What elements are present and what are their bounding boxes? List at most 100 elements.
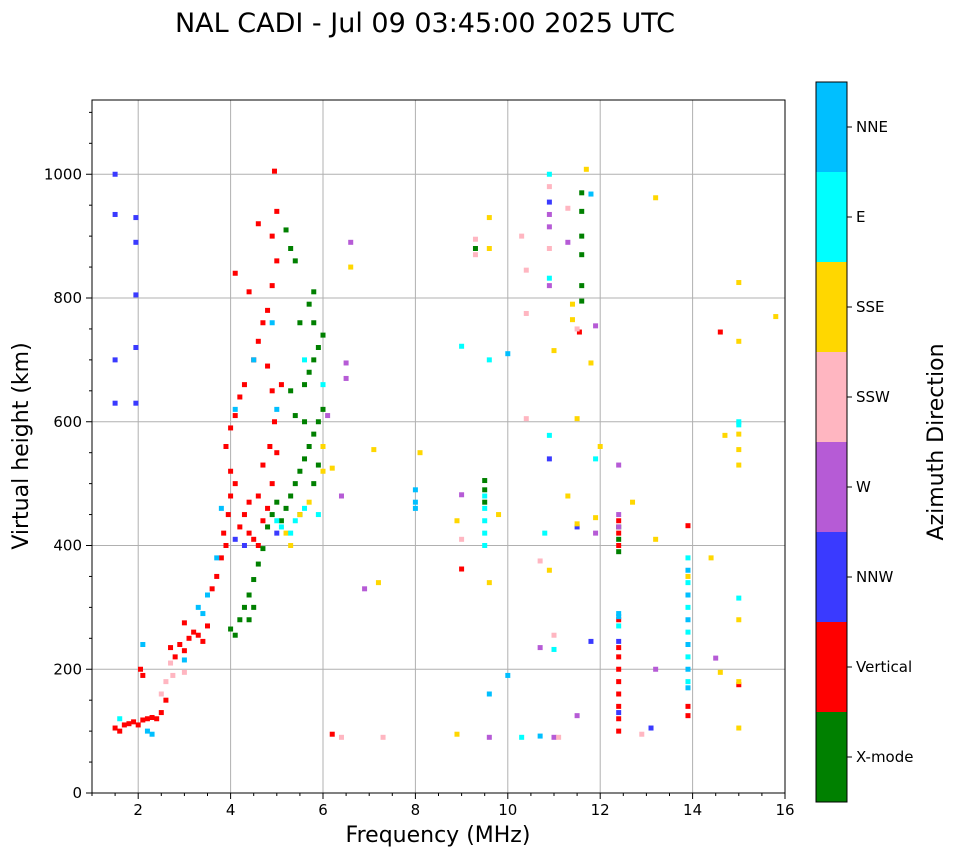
data-point-x-mode [315, 419, 321, 425]
data-point-vertical [117, 728, 123, 734]
data-point-vertical [278, 382, 284, 388]
data-point-w [362, 586, 368, 592]
data-point-nne [685, 666, 691, 672]
y-axis-label: Virtual height (km) [9, 342, 34, 549]
data-point-vertical [265, 505, 271, 511]
data-point-e [288, 530, 294, 536]
data-point-vertical [228, 493, 234, 499]
data-point-nne [685, 642, 691, 647]
data-point-nne [486, 691, 492, 697]
colorbar-label-item: X-mode [856, 748, 913, 766]
data-point-vertical [168, 645, 174, 651]
data-point-vertical [135, 722, 141, 728]
data-point-vertical [616, 666, 622, 672]
data-point-vertical [251, 536, 257, 542]
data-point-ssw [338, 734, 344, 740]
data-point-vertical [271, 168, 277, 174]
data-point-nne [144, 728, 150, 734]
data-point-vertical [241, 382, 247, 388]
data-point-e [685, 654, 691, 660]
data-point-sse [306, 499, 312, 505]
data-point-ssw [565, 205, 571, 211]
data-point-e [320, 382, 326, 388]
y-tick-label: 200 [53, 660, 82, 678]
data-point-ssw [163, 679, 169, 685]
data-point-vertical [158, 710, 164, 716]
data-point-sse [569, 317, 575, 323]
data-point-e [685, 580, 691, 586]
data-point-vertical [269, 283, 275, 289]
data-point-nne [140, 642, 146, 647]
data-point-nnw [232, 536, 238, 542]
data-point-vertical [221, 530, 227, 536]
data-point-sse [574, 521, 580, 527]
data-point-vertical [232, 413, 238, 419]
data-point-e [274, 518, 280, 524]
data-point-vertical [163, 697, 169, 703]
data-point-ssw [158, 691, 164, 697]
data-point-x-mode [255, 561, 261, 567]
data-point-ssw [639, 731, 645, 737]
data-point-nnw [133, 400, 139, 406]
data-point-nne [685, 685, 691, 691]
data-point-w [713, 655, 719, 661]
data-point-vertical [616, 728, 622, 734]
data-point-e [315, 512, 321, 518]
data-point-nnw [133, 239, 139, 245]
data-point-sse [565, 493, 571, 499]
data-point-vertical [181, 648, 187, 654]
data-point-x-mode [306, 301, 312, 307]
data-point-e [278, 524, 284, 530]
colorbar-label-item: Vertical [856, 658, 912, 676]
data-point-nnw [574, 524, 580, 530]
data-point-e [302, 357, 308, 363]
data-point-vertical [616, 543, 622, 548]
colorbar-segment [816, 622, 847, 712]
data-point-vertical [241, 512, 247, 518]
colorbar-segment [816, 172, 847, 262]
colorbar-label-item: SSW [856, 388, 890, 406]
data-point-nne [214, 555, 220, 561]
data-point-w [546, 224, 552, 230]
data-point-e [482, 518, 488, 524]
colorbar-label-item: W [856, 478, 871, 496]
data-point-nne [412, 505, 418, 511]
data-point-x-mode [311, 320, 317, 326]
data-point-x-mode [579, 233, 585, 239]
data-point-x-mode [246, 617, 252, 623]
data-point-vertical [616, 645, 622, 651]
data-point-x-mode [616, 549, 622, 555]
data-point-e [685, 679, 691, 685]
data-point-vertical [685, 703, 691, 709]
data-point-vertical [126, 721, 132, 727]
data-point-nnw [133, 292, 139, 298]
data-point-nnw [546, 456, 552, 462]
data-point-x-mode [579, 298, 585, 304]
data-point-w [537, 645, 543, 651]
data-point-vertical [269, 233, 275, 239]
data-point-e [519, 734, 525, 740]
data-point-e [117, 716, 123, 722]
data-point-vertical [205, 623, 210, 629]
data-point-vertical [112, 725, 118, 731]
data-point-w [565, 239, 571, 245]
data-point-sse [371, 447, 377, 453]
data-point-vertical [228, 468, 234, 474]
data-point-ssw [380, 734, 386, 740]
data-point-nne [505, 351, 511, 357]
data-point-vertical [274, 208, 280, 214]
plot-background [92, 100, 785, 793]
data-point-nne [685, 567, 691, 573]
data-point-vertical [200, 638, 206, 644]
y-tick-label: 0 [72, 784, 82, 802]
data-point-ssw [181, 669, 187, 675]
data-point-vertical [269, 388, 275, 394]
data-point-vertical [195, 632, 201, 638]
colorbar-frame [815, 81, 848, 803]
data-point-vertical [121, 722, 127, 728]
x-tick-label: 6 [318, 801, 328, 819]
data-point-vertical [191, 629, 197, 635]
data-point-vertical [459, 566, 465, 572]
data-point-vertical [260, 462, 266, 468]
data-point-x-mode [241, 604, 247, 610]
